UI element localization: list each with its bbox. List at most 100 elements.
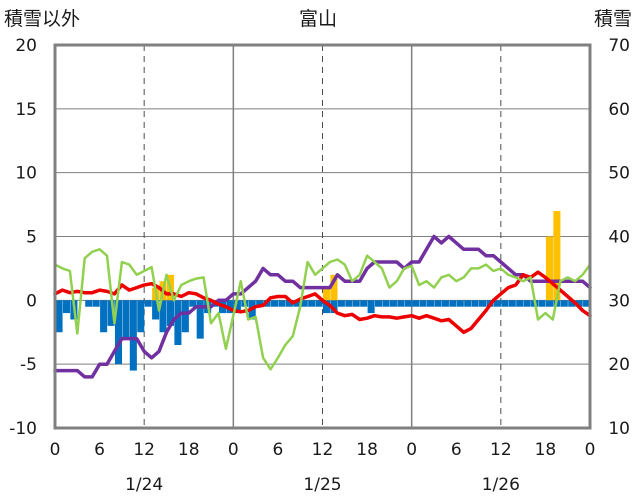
wind-line: [53, 248, 592, 371]
frame-layer: [53, 43, 592, 430]
negative_bar-bar: [285, 300, 293, 307]
right-y-tick-label: 60: [608, 100, 630, 120]
x-tick-label: 6: [451, 440, 462, 460]
x-tick-label: 18: [356, 440, 378, 460]
negative_bar-bar: [434, 300, 442, 307]
right-axis-title: 積雪: [594, 8, 632, 30]
negative_bar-bar: [55, 300, 63, 333]
right-y-tick-label: 30: [608, 291, 630, 311]
left-y-tick-label: 15: [15, 100, 37, 120]
line-layer: [53, 234, 592, 379]
negative_bar-bar: [323, 300, 331, 314]
negative_bar-bar: [62, 300, 70, 314]
x-tick-label: 18: [178, 440, 200, 460]
x-tick-label: 0: [228, 440, 239, 460]
x-tick-label: 0: [585, 440, 596, 460]
left-axis-title: 積雪以外: [4, 8, 80, 30]
negative_bar-bar: [308, 300, 316, 307]
x-tick-label: 6: [94, 440, 105, 460]
x-tick-label: 0: [50, 440, 61, 460]
negative_bar-bar: [159, 300, 167, 333]
negative_bar-bar: [479, 300, 487, 307]
negative_bar-bar: [367, 300, 375, 314]
negative_bar-bar: [397, 300, 405, 307]
right-y-tick-label: 20: [608, 355, 630, 375]
negative_bar-bar: [114, 300, 123, 365]
snowfall-bar: [553, 210, 561, 301]
left-y-tick-label: 0: [26, 291, 37, 311]
x-tick-label: 18: [535, 440, 557, 460]
negative_bar-bar: [516, 300, 524, 307]
negative_bar-bar: [174, 300, 182, 346]
negative_bar-bar: [152, 300, 160, 320]
temperature-line: [53, 270, 592, 335]
date-label: 1/24: [125, 475, 163, 495]
negative_bar-bar: [233, 300, 241, 314]
negative_bar-bar: [501, 300, 509, 307]
negative_bar-bar: [181, 300, 189, 333]
negative_bar-bar: [107, 300, 115, 326]
negative_bar-bar: [100, 300, 108, 333]
negative_bar-bar: [189, 300, 197, 307]
negative_bar-bar: [270, 300, 279, 307]
snowfall-bar: [330, 274, 338, 301]
negative_bar-bar: [471, 300, 479, 307]
negative_bar-bar: [389, 300, 397, 307]
negative_bar-bar: [560, 300, 568, 307]
negative_bar-bar: [129, 300, 137, 371]
snowfall-bar: [323, 287, 331, 301]
negative_bar-bar: [575, 300, 583, 307]
negative_bar-bar: [144, 300, 152, 307]
negative_bar-bar: [122, 300, 130, 339]
negative_bar-bar: [293, 300, 301, 307]
right-y-tick-label: 70: [608, 36, 630, 56]
negative_bar-bar: [375, 300, 383, 307]
negative_bar-bar: [300, 300, 308, 307]
negative_bar-bar: [337, 300, 345, 307]
negative_bar-bar: [456, 300, 464, 307]
negative_bar-bar: [345, 300, 353, 307]
negative_bar-bar: [419, 300, 427, 307]
date-label: 1/26: [482, 475, 520, 495]
right-y-tick-label: 10: [608, 419, 630, 439]
negative_bar-bar: [360, 300, 368, 307]
plot-frame: [53, 43, 592, 430]
negative_bar-bar: [404, 300, 412, 307]
negative_bar-bar: [330, 300, 338, 314]
negative_bar-bar: [493, 300, 501, 307]
left-y-tick-label: -10: [9, 419, 37, 439]
negative_bar-bar: [545, 300, 553, 307]
left-y-tick-label: 10: [15, 164, 37, 184]
negative_bar-bar: [464, 300, 472, 307]
negative_bar-bar: [508, 300, 516, 307]
right-y-tick-label: 40: [608, 228, 630, 248]
negative_bar-bar: [412, 300, 420, 307]
left-y-tick-label: 5: [26, 228, 37, 248]
negative_bar-bar: [382, 300, 390, 307]
x-tick-label: 12: [133, 440, 155, 460]
negative_bar-bar: [441, 300, 449, 307]
negative_bar-bar: [523, 300, 531, 307]
right-y-tick-label: 50: [608, 164, 630, 184]
negative_bar-bar: [568, 300, 576, 307]
negative_bar-bar: [278, 300, 286, 307]
negative_bar-bar: [196, 300, 204, 339]
negative_bar-bar: [256, 300, 264, 307]
negative_bar-bar: [449, 300, 457, 307]
chart-title: 富山: [299, 8, 337, 30]
date-label: 1/25: [303, 475, 341, 495]
snowfall-bar: [545, 236, 553, 301]
snow_depth-line: [53, 234, 592, 379]
negative_bar-bar: [92, 300, 100, 307]
negative_bar-bar: [85, 300, 93, 307]
negative_bar-bar: [538, 300, 546, 307]
x-tick-label: 12: [490, 440, 512, 460]
x-tick-label: 6: [273, 440, 284, 460]
negative_bar-bar: [583, 300, 591, 307]
negative_bar-bar: [166, 300, 175, 326]
negative_bar-bar: [352, 300, 360, 307]
left-y-tick-label: -5: [20, 355, 37, 375]
negative_bar-bar: [427, 300, 435, 307]
